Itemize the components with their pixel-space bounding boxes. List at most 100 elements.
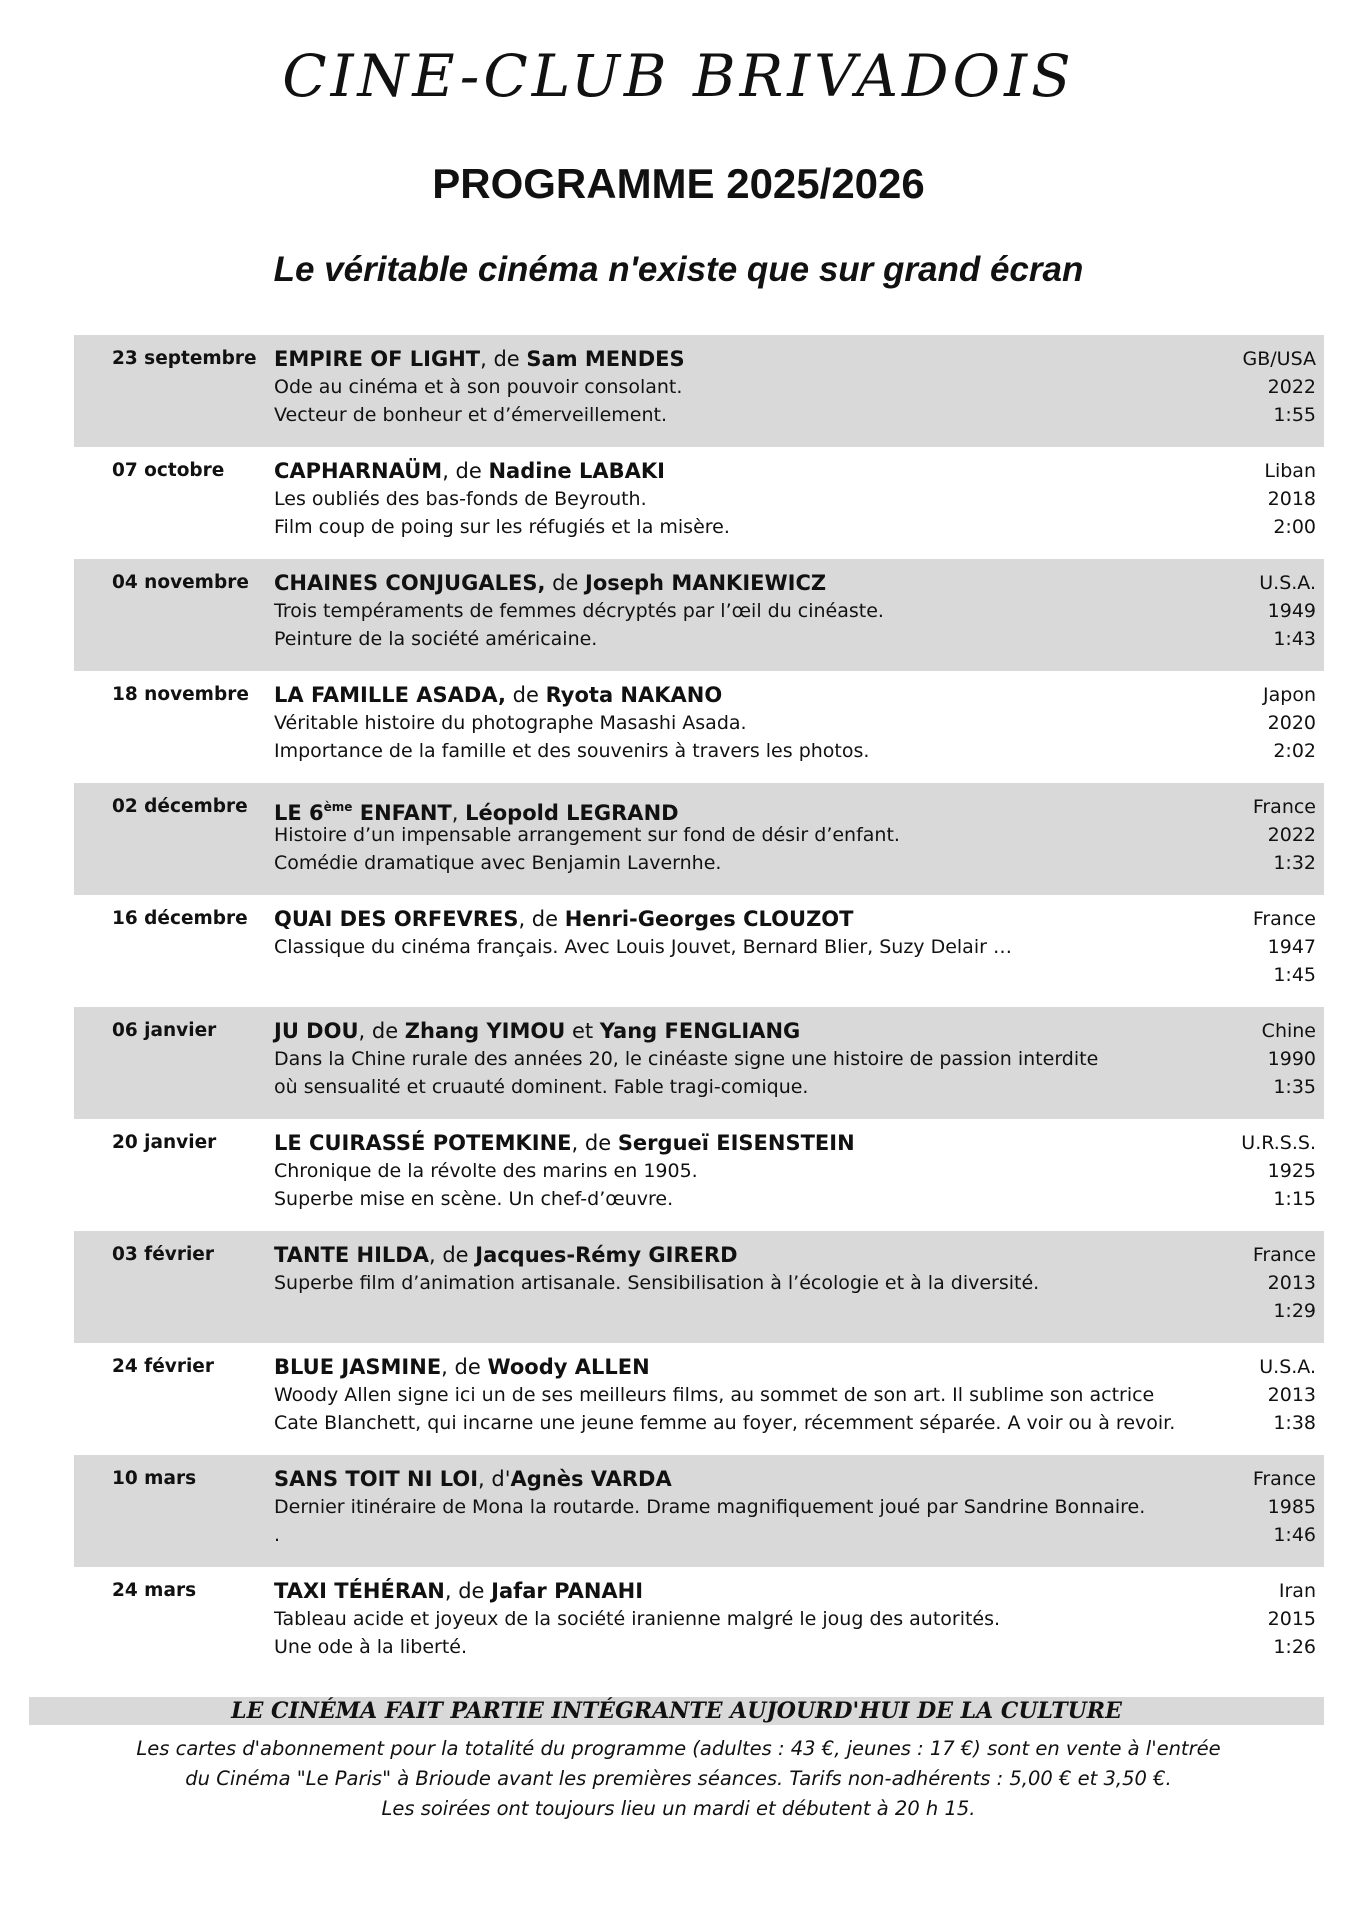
duration: 1:45 (1273, 964, 1316, 986)
entry: 24 mars TAXI TÉHÉRAN, de Jafar PANAHI Iran… (74, 1567, 1324, 1679)
club-name: CINE-CLUB BRIVADOIS (282, 42, 1075, 110)
entry: 02 décembre LE 6ème ENFANT, Léopold LEGRA… (74, 783, 1324, 895)
entry-line: 24 février BLUE JASMINE, de Woody ALLEN U.… (74, 1353, 1324, 1381)
title-part: de (505, 683, 546, 707)
title-part: , de (444, 1579, 492, 1603)
entry-line: Classique du cinéma français. Avec Louis… (74, 933, 1324, 961)
date: 04 novembre (112, 572, 249, 593)
programme-title: PROGRAMME 2025/2026 (432, 160, 925, 207)
entry-line: 04 novembre CHAINES CONJUGALES, de Joseph… (74, 569, 1324, 597)
country: Chine (1261, 1020, 1316, 1042)
entry-line: 16 décembre QUAI DES ORFEVRES, de Henri-G… (74, 905, 1324, 933)
description: Vecteur de bonheur et d’émerveillement. (274, 404, 667, 426)
duration: 2:00 (1273, 516, 1316, 538)
title-part: BLUE JASMINE (274, 1355, 442, 1379)
year: 2015 (1267, 1608, 1316, 1630)
year: 2022 (1267, 376, 1316, 398)
entry: 16 décembre QUAI DES ORFEVRES, de Henri-G… (74, 895, 1324, 1007)
date: 02 décembre (112, 796, 248, 817)
film-title: CAPHARNAÜM, de Nadine LABAKI (274, 457, 665, 485)
title-part: , de (518, 907, 565, 931)
title-part: Henri-Georges CLOUZOT (564, 907, 854, 931)
description: Film coup de poing sur les réfugiés et l… (274, 516, 730, 538)
country: GB/USA (1242, 348, 1316, 370)
entry-line: 23 septembre EMPIRE OF LIGHT, de Sam MEND… (74, 345, 1324, 373)
title-part: , (451, 801, 466, 825)
duration: 2:02 (1273, 740, 1316, 762)
entry-line: 1:29 (74, 1297, 1324, 1325)
duration: 1:46 (1273, 1524, 1316, 1546)
entry-line: Les oubliés des bas-fonds de Beyrouth. 20… (74, 485, 1324, 513)
duration: 1:43 (1273, 628, 1316, 650)
entry: 06 janvier JU DOU, de Zhang YIMOU et Yang… (74, 1007, 1324, 1119)
description: Une ode à la liberté. (274, 1636, 468, 1658)
entry-line: Dans la Chine rurale des années 20, le c… (74, 1045, 1324, 1073)
title-part: Jafar PANAHI (491, 1579, 644, 1603)
entry: 18 novembre LA FAMILLE ASADA, de Ryota NA… (74, 671, 1324, 783)
duration: 1:15 (1273, 1188, 1316, 1210)
year: 1947 (1267, 936, 1316, 958)
description: Véritable histoire du photographe Masash… (274, 712, 747, 734)
title-part: EMPIRE OF LIGHT (274, 347, 481, 371)
date: 06 janvier (112, 1020, 217, 1041)
country: Iran (1278, 1580, 1316, 1602)
date: 23 septembre (112, 348, 257, 369)
note-line: Les cartes d'abonnement pour la totalité… (136, 1737, 1221, 1760)
duration: 1:55 (1273, 404, 1316, 426)
description: Cate Blanchett, qui incarne une jeune fe… (274, 1412, 1176, 1434)
entry: 20 janvier LE CUIRASSÉ POTEMKINE, de Serg… (74, 1119, 1324, 1231)
film-title: BLUE JASMINE, de Woody ALLEN (274, 1353, 650, 1381)
entry-line: Histoire d’un impensable arrangement sur… (74, 821, 1324, 849)
title-part: Woody ALLEN (487, 1355, 650, 1379)
film-title: LE CUIRASSÉ POTEMKINE, de Sergueï EISENS… (274, 1129, 855, 1157)
title-part: Léopold LEGRAND (465, 801, 679, 825)
country: France (1252, 1244, 1316, 1266)
description: Les oubliés des bas-fonds de Beyrouth. (274, 488, 647, 510)
film-title: CHAINES CONJUGALES, de Joseph MANKIEWICZ (274, 569, 826, 597)
title-part: CAPHARNAÜM (274, 459, 443, 483)
film-title: TAXI TÉHÉRAN, de Jafar PANAHI (274, 1577, 643, 1605)
title-part: Agnès VARDA (510, 1467, 672, 1491)
year: 2013 (1267, 1384, 1316, 1406)
entry-line: 20 janvier LE CUIRASSÉ POTEMKINE, de Serg… (74, 1129, 1324, 1157)
entry-line: Comédie dramatique avec Benjamin Lavernh… (74, 849, 1324, 877)
entry: 07 octobre CAPHARNAÜM, de Nadine LABAKI Li… (74, 447, 1324, 559)
title-part: de (545, 571, 586, 595)
entry-line: Dernier itinéraire de Mona la routarde. … (74, 1493, 1324, 1521)
year: 1949 (1267, 600, 1316, 622)
title-part: LE CUIRASSÉ POTEMKINE (274, 1131, 572, 1155)
title-part: Ryota NAKANO (545, 683, 723, 707)
film-title: QUAI DES ORFEVRES, de Henri-Georges CLOU… (274, 905, 853, 933)
title-part: TANTE HILDA (274, 1243, 429, 1267)
year: 2020 (1267, 712, 1316, 734)
entry-line: Vecteur de bonheur et d’émerveillement. 1… (74, 401, 1324, 429)
date: 18 novembre (112, 684, 249, 705)
date: 07 octobre (112, 460, 225, 481)
note-line: du Cinéma "Le Paris" à Brioude avant les… (185, 1767, 1172, 1790)
description: Classique du cinéma français. Avec Louis… (274, 936, 1012, 958)
title-part: LA FAMILLE ASADA, (274, 683, 506, 707)
entry: 04 novembre CHAINES CONJUGALES, de Joseph… (74, 559, 1324, 671)
description: Comédie dramatique avec Benjamin Lavernh… (274, 852, 722, 874)
description: Superbe mise en scène. Un chef-d’œuvre. (274, 1188, 674, 1210)
year: 2022 (1267, 824, 1316, 846)
title-part: SANS TOIT NI LOI (274, 1467, 479, 1491)
description: Peinture de la société américaine. (274, 628, 598, 650)
country: France (1252, 908, 1316, 930)
entry-line: Superbe mise en scène. Un chef-d’œuvre. 1… (74, 1185, 1324, 1213)
date: 16 décembre (112, 908, 248, 929)
country: U.S.A. (1259, 1356, 1316, 1378)
description: Superbe film d’animation artisanale. Sen… (274, 1272, 1040, 1294)
title-part: , de (442, 459, 489, 483)
title-part: et (565, 1019, 600, 1043)
date: 10 mars (112, 1468, 197, 1489)
entry-line: Film coup de poing sur les réfugiés et l… (74, 513, 1324, 541)
title-part: Zhang YIMOU (404, 1019, 566, 1043)
title-part: TAXI TÉHÉRAN (274, 1579, 445, 1603)
entry-line: 18 novembre LA FAMILLE ASADA, de Ryota NA… (74, 681, 1324, 709)
footer-notes: Les cartes d'abonnement pour la totalité… (0, 1734, 1357, 1824)
title-part: ème (323, 800, 353, 814)
entry-line: Cate Blanchett, qui incarne une jeune fe… (74, 1409, 1324, 1437)
country: France (1252, 1468, 1316, 1490)
year: 1990 (1267, 1048, 1316, 1070)
